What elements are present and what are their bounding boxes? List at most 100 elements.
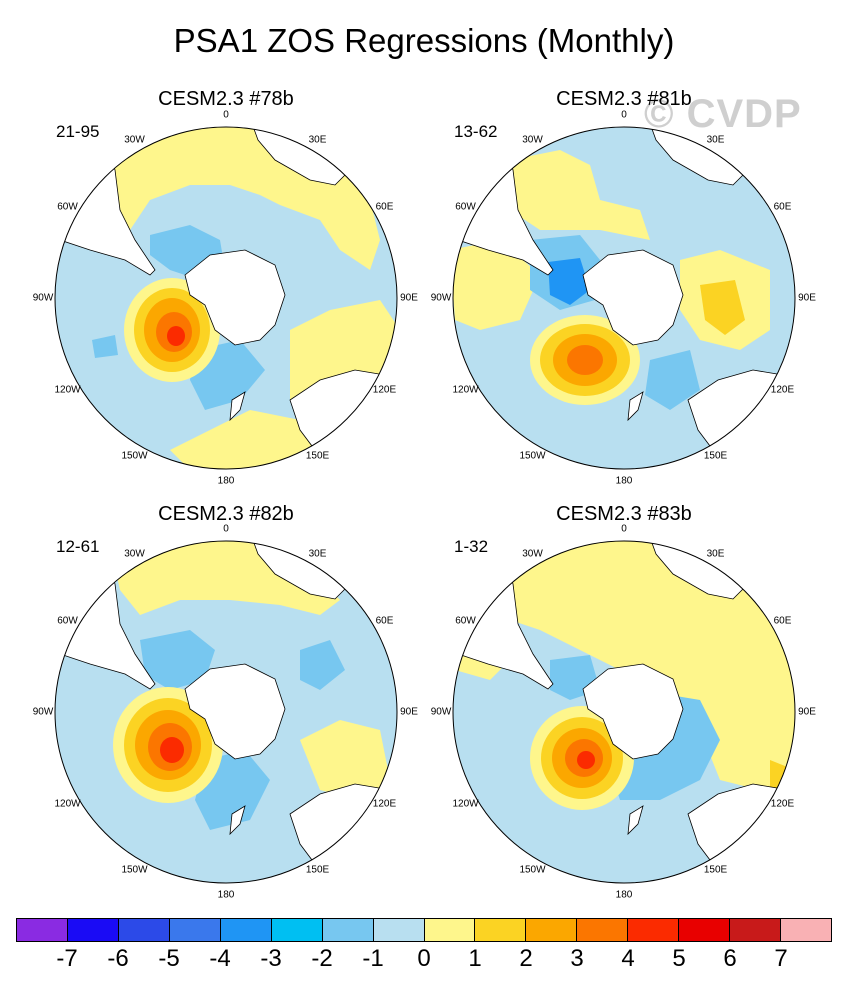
colorbar-tick-label: 6: [723, 945, 737, 972]
colorbar-box: [577, 919, 629, 941]
longitude-label: 30E: [706, 134, 725, 146]
longitude-label: 150W: [121, 864, 148, 876]
colorbar-tick-label: -4: [209, 945, 231, 972]
longitude-label: 60W: [455, 201, 476, 212]
colorbar-tick-label: 3: [570, 945, 584, 972]
map-panel-4: [453, 541, 795, 883]
longitude-label: 150W: [519, 864, 546, 876]
longitude-label: 120E: [372, 798, 397, 809]
colorbar-tick-label: 5: [672, 945, 686, 972]
longitude-label: 90W: [32, 706, 54, 718]
longitude-label: 120E: [372, 384, 397, 395]
colorbar-box: [271, 919, 323, 941]
positive-anomaly: [567, 345, 603, 375]
positive-region: [510, 150, 650, 240]
positive-anomaly: [577, 751, 595, 769]
negative-region: [548, 258, 590, 305]
colorbar-box: [424, 919, 476, 941]
colorbar-box: [781, 919, 831, 941]
panel-title-1: CESM2.3 #78b: [158, 88, 294, 110]
longitude-label: 120W: [54, 384, 81, 395]
longitude-label: 150E: [305, 450, 330, 462]
longitude-label: 150W: [519, 450, 546, 462]
colorbar-box: [628, 919, 680, 941]
longitude-label: 150E: [703, 864, 728, 876]
negative-region: [92, 335, 118, 358]
longitude-label: 60E: [773, 615, 792, 626]
longitude-label: 30E: [706, 548, 725, 560]
colorbar-tick-label: 1: [468, 945, 482, 972]
longitude-label: 0: [621, 109, 627, 121]
negative-region: [140, 630, 215, 690]
map-border-2: [452, 126, 796, 470]
longitude-label: 30W: [124, 548, 145, 560]
period-label-4: 1-32: [454, 537, 489, 556]
colorbar-tick-label: -7: [56, 945, 78, 972]
colorbar-tick-label: -3: [260, 945, 282, 972]
longitude-label: 60W: [57, 615, 78, 626]
watermark: © CVDP: [644, 92, 802, 136]
antarctica-land: [184, 249, 286, 346]
colorbar-tick-label: -2: [311, 945, 333, 972]
period-label-2: 13-62: [454, 122, 498, 141]
longitude-label: 0: [621, 523, 627, 535]
colorbar-box: [17, 919, 68, 941]
longitude-label: 150W: [121, 450, 148, 462]
longitude-label: 90W: [430, 292, 452, 304]
antarctica-land: [582, 249, 684, 346]
longitude-label: 90W: [32, 292, 54, 304]
negative-region: [300, 640, 345, 690]
map-panel-2: [453, 127, 795, 469]
colorbar: [16, 918, 832, 942]
negative-region: [645, 350, 700, 410]
longitude-label: 0: [223, 109, 229, 121]
longitude-label: 120W: [452, 384, 479, 395]
antarctica-land: [184, 663, 286, 760]
positive-anomaly: [167, 326, 185, 346]
longitude-label: 120E: [770, 798, 795, 809]
colorbar-box: [373, 919, 425, 941]
positive-region: [453, 240, 540, 330]
longitude-label: 60E: [375, 201, 394, 212]
longitude-label: 60E: [773, 201, 792, 212]
longitude-label: 120E: [770, 384, 795, 395]
panel-title-2: CESM2.3 #81b: [556, 88, 692, 110]
positive-region: [300, 720, 390, 800]
colorbar-box: [475, 919, 527, 941]
colorbar-tick-label: -6: [107, 945, 129, 972]
colorbar-box: [679, 919, 731, 941]
colorbar-tick-label: -1: [362, 945, 384, 972]
colorbar-tick-label: -5: [158, 945, 180, 972]
panel-title-4: CESM2.3 #83b: [556, 503, 692, 525]
positive-region: [700, 280, 745, 335]
antarctica-land: [582, 663, 684, 760]
figure-title: PSA1 ZOS Regressions (Monthly): [173, 22, 675, 59]
longitude-label: 180: [217, 889, 235, 901]
colorbar-box: [220, 919, 272, 941]
colorbar-tick-label: 4: [621, 945, 635, 972]
longitude-label: 90E: [798, 292, 816, 304]
longitude-label: 60W: [57, 201, 78, 212]
longitude-label: 150E: [305, 864, 330, 876]
longitude-label: 120W: [54, 798, 81, 809]
colorbar-box: [118, 919, 170, 941]
new-zealand-land: [229, 391, 246, 422]
longitude-label: 180: [217, 475, 235, 487]
longitude-label: 90E: [400, 292, 418, 304]
map-panel-1: [55, 127, 397, 469]
period-label-3: 12-61: [56, 537, 100, 556]
positive-region: [500, 541, 795, 790]
map-border-3: [54, 540, 398, 884]
colorbar-tick-label: 7: [774, 945, 788, 972]
positive-anomaly: [160, 737, 184, 763]
map-panel-3: [55, 541, 397, 883]
longitude-label: 180: [615, 475, 633, 487]
longitude-label: 0: [223, 523, 229, 535]
period-label-1: 21-95: [56, 122, 100, 141]
longitude-label: 90E: [798, 706, 816, 718]
colorbar-box: [322, 919, 374, 941]
new-zealand-land: [229, 805, 246, 836]
longitude-label: 90E: [400, 706, 418, 718]
longitude-label: 30E: [308, 134, 327, 146]
longitude-label: 30E: [308, 548, 327, 560]
